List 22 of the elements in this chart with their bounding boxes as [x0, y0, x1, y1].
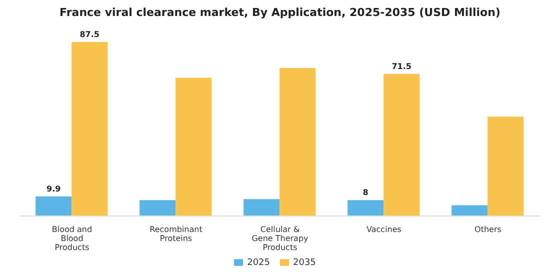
bar	[244, 199, 280, 216]
legend-label: 2035	[293, 258, 316, 268]
x-tick-label: Recombinant Proteins	[150, 225, 202, 243]
bar	[348, 200, 384, 216]
bar	[452, 205, 488, 216]
data-label: 9.9	[46, 184, 62, 194]
bar	[176, 78, 212, 216]
data-label: 87.5	[80, 30, 100, 39]
legend-label: 2025	[247, 258, 270, 268]
bar	[488, 116, 524, 216]
x-tick-label: Cellular & Gene Therapy Products	[252, 225, 309, 252]
bar	[140, 200, 176, 216]
bar	[36, 196, 72, 216]
x-tick-label: Vaccines	[366, 225, 402, 234]
bar	[384, 74, 420, 216]
bar	[280, 68, 316, 216]
chart-title: France viral clearance market, By Application, 2025-2035 (USD Million)	[58, 6, 502, 21]
data-label: 8	[362, 188, 369, 198]
bar	[72, 42, 108, 216]
data-label: 71.5	[392, 62, 412, 71]
x-tick-label: Blood and Blood Products	[52, 225, 92, 252]
x-tick-label: Others	[474, 225, 502, 234]
